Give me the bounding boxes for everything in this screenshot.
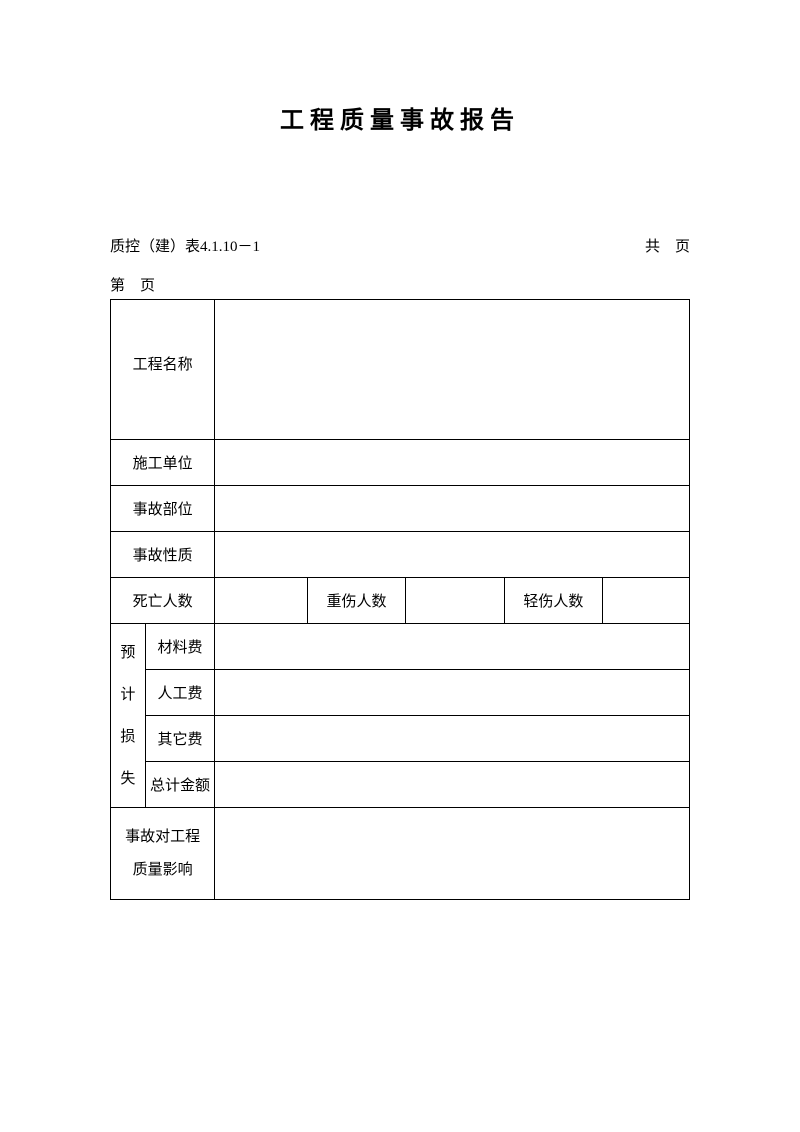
current-page-label: 第 页 xyxy=(110,274,690,295)
construction-unit-value xyxy=(215,440,690,486)
serious-injury-label: 重伤人数 xyxy=(307,578,405,624)
table-row: 其它费 xyxy=(111,716,690,762)
total-amount-label: 总计金额 xyxy=(145,762,214,808)
est-char: 预 xyxy=(120,645,135,661)
total-amount-value xyxy=(215,762,690,808)
material-cost-value xyxy=(215,624,690,670)
table-row: 事故对工程 质量影响 xyxy=(111,808,690,900)
document-page: 工程质量事故报告 质控（建）表4.1.10－1 共 页 第 页 工程名称 施工单… xyxy=(0,0,800,900)
project-name-value xyxy=(215,300,690,440)
estimated-loss-label: 预 计 损 失 xyxy=(111,624,146,808)
est-char: 计 xyxy=(120,687,135,703)
minor-injury-value xyxy=(603,578,690,624)
form-number: 质控（建）表4.1.10－1 xyxy=(110,235,260,256)
death-count-value xyxy=(215,578,308,624)
project-name-label: 工程名称 xyxy=(111,300,215,440)
table-row: 总计金额 xyxy=(111,762,690,808)
other-cost-value xyxy=(215,716,690,762)
table-row: 死亡人数 重伤人数 轻伤人数 xyxy=(111,578,690,624)
impact-line: 质量影响 xyxy=(133,862,193,878)
labor-cost-label: 人工费 xyxy=(145,670,214,716)
impact-line: 事故对工程 xyxy=(125,829,200,845)
labor-cost-value xyxy=(215,670,690,716)
table-row: 事故性质 xyxy=(111,532,690,578)
est-char: 失 xyxy=(120,771,135,787)
material-cost-label: 材料费 xyxy=(145,624,214,670)
minor-injury-label: 轻伤人数 xyxy=(504,578,602,624)
est-char: 损 xyxy=(120,729,135,745)
total-pages-label: 共 页 xyxy=(645,235,690,256)
table-row: 施工单位 xyxy=(111,440,690,486)
death-count-label: 死亡人数 xyxy=(111,578,215,624)
construction-unit-label: 施工单位 xyxy=(111,440,215,486)
accident-report-table: 工程名称 施工单位 事故部位 事故性质 死亡人数 重伤人数 轻伤人数 预 计 xyxy=(110,299,690,900)
table-row: 人工费 xyxy=(111,670,690,716)
accident-nature-label: 事故性质 xyxy=(111,532,215,578)
document-title: 工程质量事故报告 xyxy=(110,100,690,135)
accident-location-label: 事故部位 xyxy=(111,486,215,532)
accident-nature-value xyxy=(215,532,690,578)
header-row: 质控（建）表4.1.10－1 共 页 xyxy=(110,235,690,256)
table-row: 事故部位 xyxy=(111,486,690,532)
accident-location-value xyxy=(215,486,690,532)
serious-injury-value xyxy=(406,578,504,624)
table-row: 预 计 损 失 材料费 xyxy=(111,624,690,670)
quality-impact-value xyxy=(215,808,690,900)
table-row: 工程名称 xyxy=(111,300,690,440)
quality-impact-label: 事故对工程 质量影响 xyxy=(111,808,215,900)
other-cost-label: 其它费 xyxy=(145,716,214,762)
